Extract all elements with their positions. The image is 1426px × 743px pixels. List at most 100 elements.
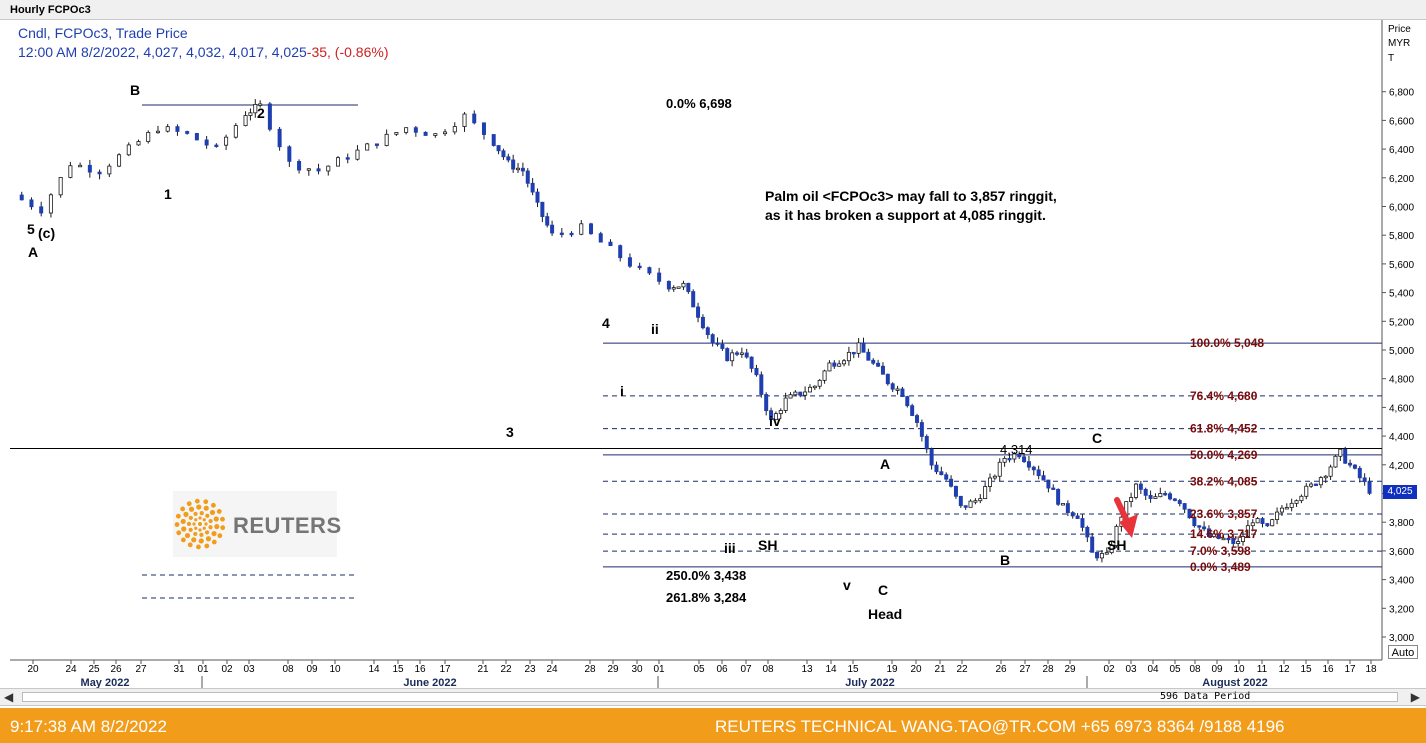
logo-dot	[181, 526, 187, 532]
y-tick-label: 5,600	[1389, 260, 1414, 271]
x-tick-label: 02	[221, 664, 233, 675]
horizontal-scrollbar[interactable]: ◀ 596 Data Period ▶	[0, 688, 1426, 706]
chart-title: Hourly FCPOc3	[10, 4, 91, 16]
candle-body	[224, 136, 229, 146]
candle-body	[900, 388, 905, 397]
candle-body	[1182, 503, 1187, 510]
fibonacci-labels: 100.0% 5,048 76.4% 4,680 61.8% 4,452 50.0% …	[666, 96, 1264, 605]
candle-body	[671, 287, 676, 290]
candle-body	[1275, 511, 1280, 521]
logo-dot	[211, 530, 217, 537]
y-tick-label: 3,800	[1389, 518, 1414, 529]
x-axis-ticks: 20 24 25 26 27 31 01 02 03 08 09 10 14 15 16 17 21 22 23 24…	[27, 660, 1377, 688]
candle-body	[1158, 493, 1163, 498]
candle-body	[1294, 500, 1299, 504]
candle-body	[647, 267, 652, 274]
candle-body	[1338, 448, 1343, 457]
candle-body	[1041, 475, 1046, 481]
candle-body	[1104, 552, 1109, 555]
x-tick-label: 31	[173, 664, 185, 675]
candle-body	[433, 133, 438, 136]
candle-body	[1070, 512, 1075, 517]
candle-body	[1348, 462, 1353, 466]
data-period-label: 596 Data Period	[1160, 691, 1251, 702]
logo-dot	[193, 531, 198, 537]
candle-body	[827, 362, 832, 372]
candle-body	[837, 363, 842, 367]
candle-body	[598, 233, 603, 243]
candle-body	[365, 143, 370, 151]
candle-body	[1114, 525, 1119, 546]
candle-body	[953, 485, 958, 497]
y-tick-label: 4,600	[1389, 403, 1414, 414]
wave-label: iii	[724, 540, 736, 556]
wave-label: C	[1092, 430, 1102, 446]
candle-body	[506, 156, 511, 161]
candle-body	[939, 471, 944, 476]
logo-dot	[192, 522, 196, 526]
candle-body	[19, 194, 24, 201]
auto-scale-button[interactable]: Auto	[1388, 645, 1418, 659]
footer-bar: 9:17:38 AM 8/2/2022 REUTERS TECHNICAL WA…	[0, 708, 1426, 743]
x-tick-label: 17	[1344, 664, 1356, 675]
logo-dot	[180, 518, 186, 525]
logo-dot	[193, 511, 198, 517]
candle-body	[1065, 503, 1070, 513]
candle-body	[68, 165, 73, 178]
candle-body	[1299, 495, 1304, 502]
y-axis-label-currency: MYR	[1388, 38, 1410, 49]
candle-body	[1362, 477, 1367, 483]
x-tick-label: 24	[546, 664, 558, 675]
x-tick-label: 10	[329, 664, 341, 675]
fib-level-label: 38.2% 4,085	[1190, 474, 1258, 488]
candle-body	[739, 352, 744, 355]
x-tick-label: 25	[88, 664, 100, 675]
logo-dot	[194, 498, 200, 504]
candle-body	[1143, 488, 1148, 496]
candle-body	[754, 367, 759, 376]
x-tick-label: 06	[716, 664, 728, 675]
y-tick-label: 3,600	[1389, 547, 1414, 558]
candle-body	[155, 130, 160, 134]
extension-label: 0.0% 6,698	[666, 96, 732, 111]
candle-body	[807, 386, 812, 393]
x-tick-label: 27	[1019, 664, 1031, 675]
logo-dot	[203, 499, 209, 505]
candles	[19, 99, 1372, 563]
candle-body	[793, 391, 798, 396]
scroll-right-icon[interactable]: ▶	[1410, 690, 1420, 704]
candle-body	[1328, 466, 1333, 477]
candle-body	[866, 351, 871, 361]
candle-body	[1129, 497, 1134, 502]
candle-body	[876, 362, 881, 367]
wave-label: 1	[164, 186, 172, 202]
candle-body	[856, 342, 861, 354]
candle-body	[413, 127, 418, 133]
candle-body	[725, 348, 730, 362]
logo-dot	[186, 501, 192, 507]
scrollbar-thumb[interactable]	[22, 692, 1398, 702]
candle-body	[1187, 508, 1192, 519]
chart-title-bar: Hourly FCPOc3	[0, 0, 1426, 20]
x-tick-label: 27	[135, 664, 147, 675]
x-tick-label: 02	[1103, 664, 1115, 675]
candle-body	[1060, 503, 1065, 506]
wave-label: iv	[769, 413, 781, 429]
logo-dot	[204, 530, 210, 535]
candle-body	[1357, 467, 1362, 479]
candle-body	[1309, 483, 1314, 487]
x-tick-label: 29	[1064, 664, 1076, 675]
wave-label: 3	[506, 424, 514, 440]
candle-body	[306, 168, 311, 171]
wave-label: (c)	[38, 225, 55, 241]
scroll-left-icon[interactable]: ◀	[4, 690, 14, 704]
wave-label: 2	[257, 105, 265, 121]
price-chart[interactable]: Cndl, FCPOc3, Trade Price 12:00 AM 8/2/2…	[0, 0, 1426, 688]
y-tick-label: 6,600	[1389, 116, 1414, 127]
logo-dot	[211, 539, 217, 545]
candle-body	[686, 282, 691, 292]
candle-body	[1168, 493, 1173, 500]
candle-body	[525, 170, 530, 184]
x-tick-label: 15	[847, 664, 859, 675]
candle-body	[1241, 536, 1246, 542]
